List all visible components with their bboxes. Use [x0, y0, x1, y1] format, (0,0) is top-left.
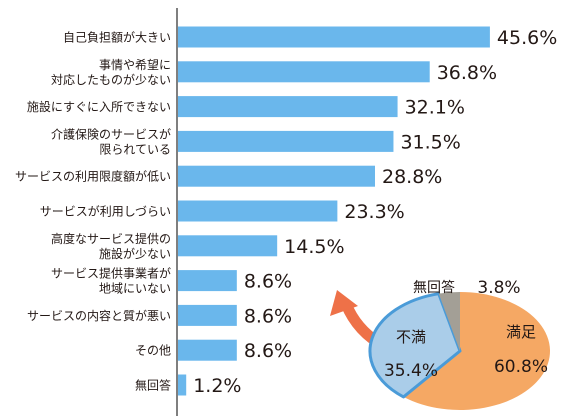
category-label: 介護保険のサービスが限られている	[51, 126, 171, 156]
pie-chart: 満足 60.8% 不満 35.4% 無回答 3.8%	[368, 278, 551, 410]
bar	[178, 200, 338, 222]
category-label: 無回答	[135, 378, 171, 393]
pie-slice	[438, 292, 460, 351]
pie-slice-label: 不満	[396, 328, 426, 346]
pie-slice	[368, 292, 462, 399]
pie-slice-value: 35.4%	[384, 361, 438, 381]
category-label: その他	[135, 344, 171, 358]
bar-value-label: 8.6%	[244, 305, 292, 327]
bar	[178, 304, 237, 326]
bar	[178, 270, 237, 292]
bar	[178, 26, 490, 48]
category-label: サービスの内容と質が悪い	[27, 308, 171, 323]
category-label: サービスが利用しづらい	[40, 204, 171, 219]
bar-value-label: 8.6%	[244, 271, 292, 293]
category-label: サービスの利用限度額が低い	[15, 169, 171, 184]
bar	[178, 61, 430, 83]
pie-slice-value: 3.8%	[477, 278, 520, 298]
bar-value-label: 31.5%	[400, 131, 460, 153]
bar-value-label: 1.2%	[193, 375, 241, 397]
bar-value-label: 14.5%	[284, 236, 344, 258]
bar-value-label: 28.8%	[382, 166, 442, 188]
category-label: 施設にすぐに入所できない	[27, 99, 171, 114]
pie-slice-label: 満足	[506, 323, 536, 341]
pie-slice	[403, 291, 551, 410]
arrow-head-icon	[330, 290, 358, 316]
category-label: 高度なサービス提供の施設が少ない	[51, 231, 171, 261]
bar	[178, 374, 187, 396]
bar	[178, 96, 398, 118]
bar-chart: 45.6% 自己負担額が大きい 36.8% 事情や希望に対応したものが少ない 32.1%…	[15, 8, 557, 416]
bar	[178, 165, 375, 187]
bar	[178, 130, 394, 152]
bar-value-label: 45.6%	[497, 27, 557, 49]
bar-value-label: 23.3%	[344, 201, 404, 223]
category-label: サービス提供事業者が地域にいない	[51, 266, 171, 296]
pie-slice-value: 60.8%	[494, 357, 548, 377]
bar	[178, 235, 278, 257]
pie-slice-label: 無回答	[413, 279, 455, 296]
bar-value-label: 32.1%	[405, 97, 465, 119]
bar	[178, 339, 237, 361]
category-label: 事情や希望に対応したものが少ない	[51, 57, 171, 87]
bar-value-label: 36.8%	[437, 62, 497, 84]
bar-value-label: 8.6%	[244, 340, 292, 362]
category-label: 自己負担額が大きい	[63, 30, 171, 45]
